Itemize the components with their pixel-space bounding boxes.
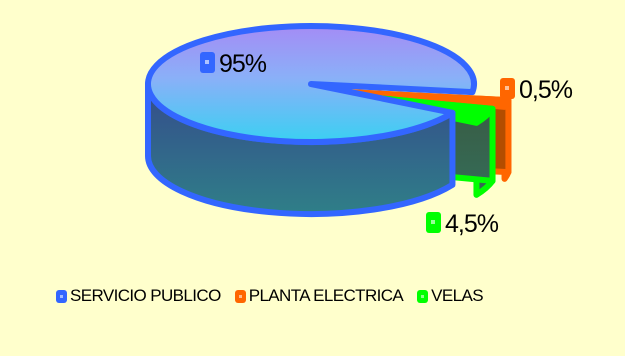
data-label-servicio-publico: 95% [219,50,267,78]
legend-item-velas: VELAS [417,286,484,306]
legend: SERVICIO PUBLICO PLANTA ELECTRICA VELAS [56,286,497,306]
legend-swatch-planta-electrica [234,289,246,303]
legend-label-planta-electrica: PLANTA ELECTRICA [248,286,404,305]
legend-label-servicio-publico: SERVICIO PUBLICO [70,286,221,305]
data-label-velas-group: 4,5% [426,210,500,238]
legend-swatch-velas [417,289,429,303]
data-label-planta-electrica-group: 0,5% [500,76,574,104]
data-label-velas: 4,5% [445,210,499,238]
legend-swatch-servicio-publico [56,289,67,303]
legend-label-velas: VELAS [431,286,483,305]
legend-item-servicio-publico: SERVICIO PUBLICO [56,286,221,306]
legend-item-planta-electrica: PLANTA ELECTRICA [234,286,404,306]
slice-servicio-publico [145,23,477,217]
data-label-servicio-publico-group: 95% [200,50,268,78]
data-label-planta-electrica: 0,5% [519,76,573,104]
